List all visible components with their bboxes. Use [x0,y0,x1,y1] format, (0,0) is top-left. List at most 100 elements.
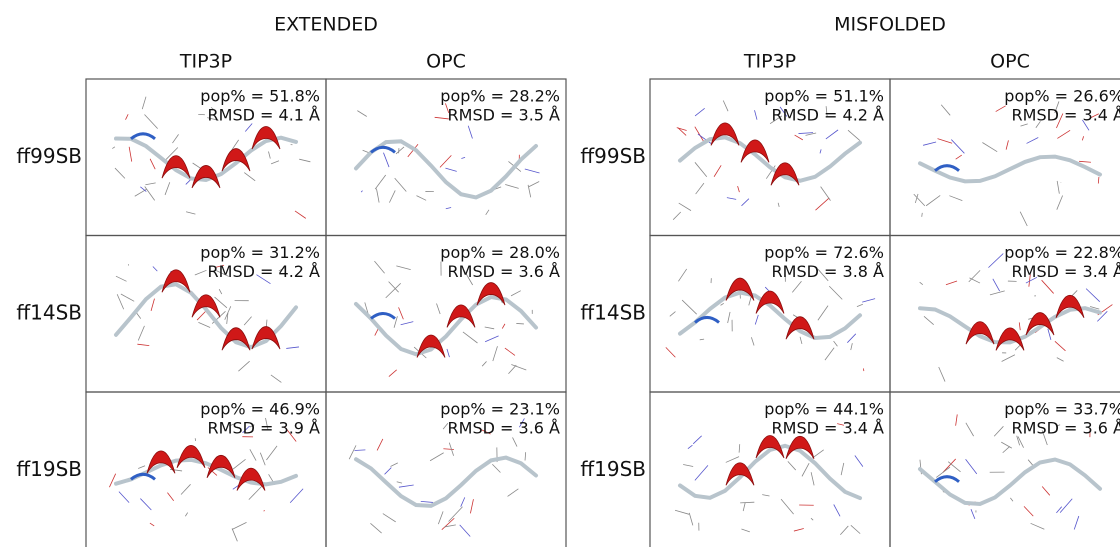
side-chain [207,117,219,121]
side-chain [354,449,366,451]
side-chain [726,197,737,200]
side-chain [741,198,750,207]
side-chain [231,528,238,542]
side-chain [149,522,155,527]
side-chain [824,347,835,361]
side-chain [1054,101,1060,114]
side-chain [754,110,758,120]
side-chain [357,110,367,117]
side-chain [913,193,926,207]
side-chain [1054,341,1066,352]
side-chain [231,522,247,530]
side-chain [955,154,962,160]
side-chain [694,107,705,117]
side-chain [470,499,474,514]
helix-ribbon [206,455,236,479]
side-chain [436,303,441,315]
molecule-render [354,103,540,216]
column-header: TIP3P [743,51,796,73]
side-chain [210,107,217,112]
side-chain [398,484,414,488]
helix-ribbon [416,334,446,358]
side-chain [779,106,788,117]
side-chain [429,452,444,462]
helix-ribbon [191,165,221,189]
side-chain [289,488,304,503]
side-chain [825,106,828,117]
side-chain [1082,119,1090,131]
side-chain [150,298,155,311]
population: pop% = 51.1% [764,87,884,106]
side-chain [970,509,976,520]
backbone [114,457,298,487]
side-chain [1089,306,1100,310]
side-chain [442,423,449,430]
side-chain [434,116,449,120]
side-chain [448,506,463,522]
side-chain [294,210,307,219]
side-chain [232,458,246,470]
side-chain [400,321,414,326]
side-chain [207,467,218,476]
side-chain [504,347,516,356]
side-chain [683,464,694,467]
side-chain [249,424,255,428]
backbone [114,135,298,182]
population: pop% = 31.2% [200,243,320,262]
side-chain [420,500,434,503]
side-chain [446,348,450,358]
side-chain [955,414,958,426]
backbone [678,290,862,340]
side-chain [713,165,722,177]
coil-blue [370,312,396,320]
group-title: MISFOLDED [834,14,946,36]
side-chain [805,132,817,136]
side-chain [278,267,285,272]
molecule-render [674,423,864,536]
side-chain [1041,279,1054,294]
helix-ribbon [176,445,206,469]
side-chain [1057,424,1061,427]
side-chain [109,473,117,488]
side-chain [1057,129,1071,139]
side-chain [794,134,804,141]
backbone [678,135,862,183]
side-chain [681,299,697,315]
population: pop% = 44.1% [764,400,884,419]
side-chain [198,321,211,328]
side-chain [792,281,802,293]
side-chain [1017,436,1024,448]
side-chain [1097,176,1100,184]
side-chain [1028,274,1031,287]
population: pop% = 22.8% [1004,243,1120,262]
side-chain [737,185,740,193]
helix-ribbon [770,162,800,186]
helix-ribbon [251,126,281,150]
row-label: ff19SB [16,457,82,481]
side-chain [923,315,934,325]
helix-ribbon [191,294,221,318]
side-chain [1023,506,1034,517]
molecule-render [665,268,876,372]
side-chain [1002,446,1011,454]
side-chain [243,316,252,326]
side-chain [699,338,705,341]
side-chain [741,528,750,533]
side-chain [1010,497,1014,502]
side-chain [389,190,396,203]
group-title: EXTENDED [274,14,378,36]
side-chain [140,186,147,192]
side-chain [214,296,228,309]
side-chain [817,305,829,321]
side-chain [244,172,256,182]
side-chain [492,463,501,473]
side-chain [348,445,357,460]
side-chain [1056,195,1063,210]
side-chain [439,155,452,168]
side-chain [833,340,838,347]
side-chain [722,100,729,112]
side-chain [164,147,179,161]
population: pop% = 46.9% [200,400,320,419]
helix-ribbon [1055,295,1085,318]
side-chain [677,127,687,136]
